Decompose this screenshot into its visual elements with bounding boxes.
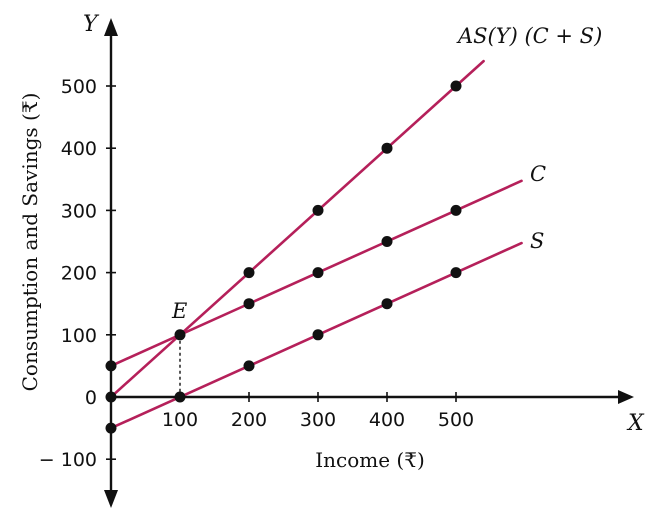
x-tick-label: 200 [231,409,267,431]
as-line [109,59,485,399]
s-point [243,360,255,372]
x-axis-arrow [618,390,634,404]
c-point [450,204,462,216]
ticks: 100 200 300 400 500 − 100 0 100 200 300 400 500 [39,76,474,471]
y-axis-letter: Y [83,12,100,37]
as-point [312,204,324,216]
labels: X Y Income (₹) Consumption and Savings (… [18,12,645,472]
as-point [243,267,255,279]
x-axis-letter: X [626,411,645,436]
y-axis-title: Consumption and Savings (₹) [18,93,42,392]
series-label-as: AS(Y) (C + S) [456,24,602,48]
y-tick-label: − 100 [39,449,97,471]
x-tick-label: 100 [162,409,198,431]
y-tick-label: 200 [61,263,97,285]
y-tick-label: 100 [61,325,97,347]
series-label-s: S [530,229,544,253]
x-axis-title: Income (₹) [315,448,425,472]
x-tick-label: 300 [300,409,336,431]
s-point [450,267,462,279]
y-axis-arrow-up [104,18,118,36]
y-tick-label: 500 [61,76,97,98]
as-point [381,142,393,154]
c-point [105,360,117,372]
y-tick-label: 400 [61,138,97,160]
series-label-c: C [530,162,546,186]
y-axis-arrow-down [104,490,118,508]
series-lines [109,59,523,430]
x-tick-label: 400 [369,409,405,431]
as-point [105,391,117,403]
axes [104,18,634,508]
x-tick-label: 500 [438,409,474,431]
c-point [381,236,393,247]
y-tick-label: 300 [61,200,97,222]
y-tick-label: 0 [85,387,97,409]
s-point [312,329,324,341]
s-point [381,298,393,310]
data-points [105,80,462,434]
equilibrium-label: E [171,299,187,323]
as-point [174,329,186,341]
as-point [450,80,462,92]
s-point [174,391,186,403]
s-point [105,422,117,434]
c-point [312,267,324,279]
c-point [243,298,255,310]
